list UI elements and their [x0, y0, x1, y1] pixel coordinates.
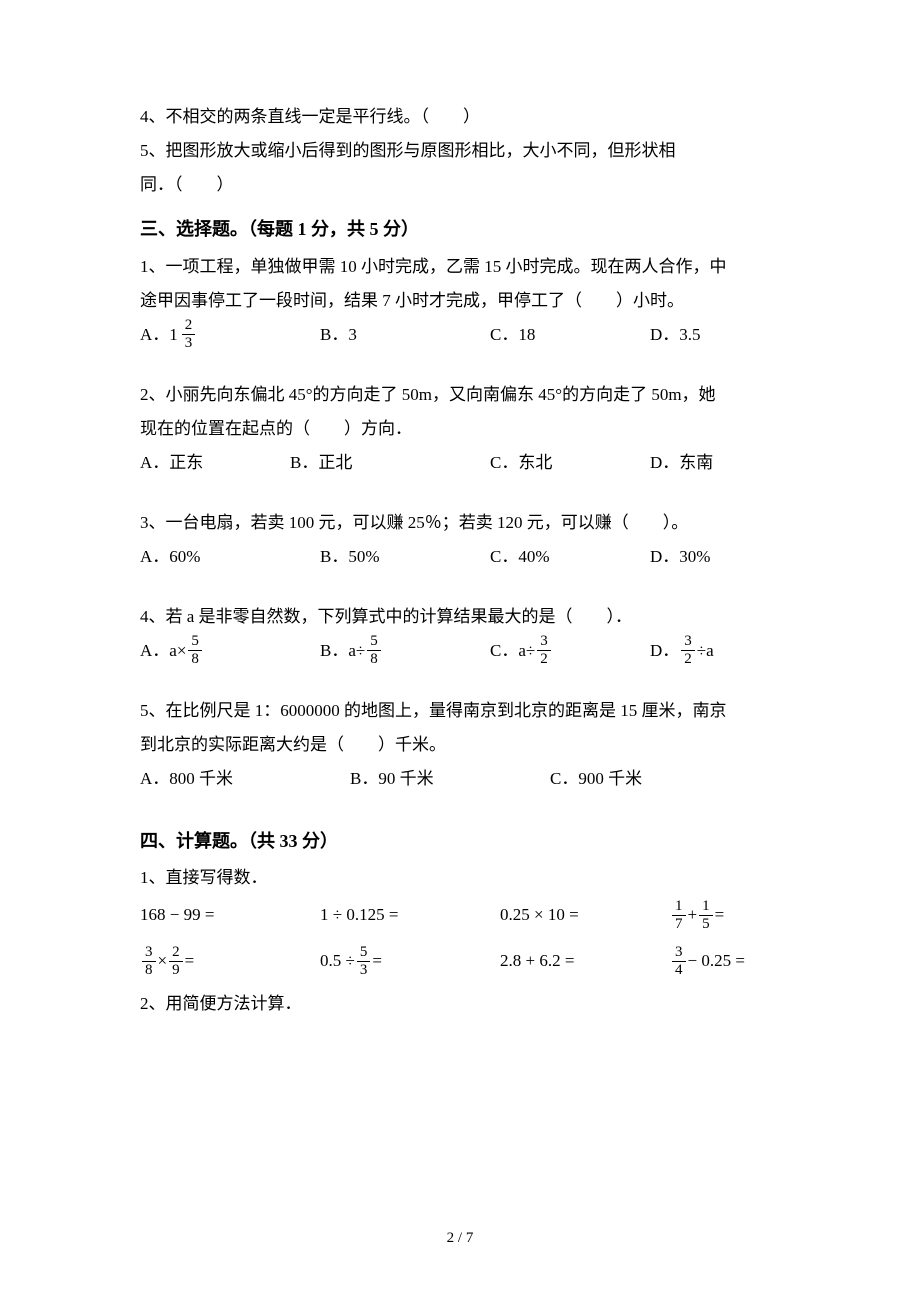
op-times: × [158, 941, 168, 982]
optD-suffix: ÷a [697, 634, 714, 668]
frac-den: 5 [699, 916, 713, 932]
s3-q1-options: A． 1 2 3 B．3 C．18 D．3.5 [140, 318, 780, 358]
frac-num: 3 [681, 634, 695, 651]
s3-q3-options: A．60% B．50% C．40% D．30% [140, 540, 780, 580]
s3-q4: 4、若 a 是非零自然数，下列算式中的计算结果最大的是（ ）． [140, 600, 780, 634]
frac-num: 3 [142, 945, 156, 962]
fraction: 3 2 [681, 634, 695, 667]
calc-1-2: 1 ÷ 0.125 = [320, 895, 398, 936]
fraction: 3 8 [142, 945, 156, 978]
s3-q1-optC: C．18 [490, 318, 535, 352]
calc-prefix: 0.5 ÷ [320, 941, 355, 982]
frac-den: 2 [681, 651, 695, 667]
s3-q4-optD: D． 3 2 ÷a [650, 634, 714, 668]
frac-num: 2 [182, 318, 196, 335]
mixed-whole: 1 [169, 318, 178, 352]
s3-q5-options: A．800 千米 B．90 千米 C．900 千米 [140, 762, 780, 802]
s3-q4-options: A．a× 5 8 B．a÷ 5 8 C．a÷ 3 2 D． 3 2 ÷a [140, 634, 780, 674]
calc-2-2: 0.5 ÷ 5 3 = [320, 941, 382, 982]
calc-1-3: 0.25 × 10 = [500, 895, 579, 936]
frac-den: 3 [357, 962, 371, 978]
calc-suffix: − 0.25 = [688, 941, 745, 982]
optA-prefix: A．a× [140, 634, 186, 668]
frac-den: 9 [169, 962, 183, 978]
optD-prefix: D． [650, 634, 679, 668]
calc-2-1: 3 8 × 2 9 = [140, 941, 194, 982]
frac-num: 5 [367, 634, 381, 651]
frac-num: 3 [672, 945, 686, 962]
frac-num: 5 [188, 634, 202, 651]
section4-title: 四、计算题。（共 33 分） [140, 822, 780, 862]
optA-prefix: A． [140, 318, 169, 352]
frac-den: 8 [188, 651, 202, 667]
s3-q4-optB: B．a÷ 5 8 [320, 634, 383, 668]
eq-sign: = [372, 941, 382, 982]
s3-q3: 3、一台电扇，若卖 100 元，可以赚 25％；若卖 120 元，可以赚（ ）。 [140, 506, 780, 540]
fraction: 3 4 [672, 945, 686, 978]
fraction: 5 3 [357, 945, 371, 978]
s3-q5-optB: B．90 千米 [350, 762, 434, 796]
s3-q2-optC: C．东北 [490, 446, 552, 480]
calc-2-4: 3 4 − 0.25 = [670, 941, 745, 982]
s4-q2: 2、用简便方法计算． [140, 987, 780, 1021]
op-plus: + [688, 895, 698, 936]
s3-q5-optA: A．800 千米 [140, 762, 233, 796]
s3-q1-line1: 1、一项工程，单独做甲需 10 小时完成，乙需 15 小时完成。现在两人合作，中 [140, 250, 780, 284]
frac-den: 2 [537, 651, 551, 667]
s3-q2-options: A．正东 B．正北 C．东北 D．东南 [140, 446, 780, 486]
s3-q1-optD: D．3.5 [650, 318, 701, 352]
mixed-fraction: 1 2 3 [169, 318, 197, 352]
frac-num: 1 [672, 899, 686, 916]
calc-1-1: 168 − 99 = [140, 895, 214, 936]
fraction: 2 9 [169, 945, 183, 978]
s3-q2-line1: 2、小丽先向东偏北 45°的方向走了 50m，又向南偏东 45°的方向走了 50… [140, 378, 780, 412]
eq-sign: = [185, 941, 195, 982]
fraction: 3 2 [537, 634, 551, 667]
eq-sign: = [715, 895, 725, 936]
s4-q1: 1、直接写得数． [140, 861, 780, 895]
s3-q4-optC: C．a÷ 3 2 [490, 634, 553, 668]
frac-den: 8 [367, 651, 381, 667]
calc-1-4: 1 7 + 1 5 = [670, 895, 724, 936]
s3-q2-optD: D．东南 [650, 446, 713, 480]
frac-num: 2 [169, 945, 183, 962]
s3-q1-optB: B．3 [320, 318, 357, 352]
calc-row-2: 3 8 × 2 9 = 0.5 ÷ 5 3 = 2.8 + 6.2 = 3 4 … [140, 941, 780, 987]
fraction: 5 8 [188, 634, 202, 667]
fraction: 5 8 [367, 634, 381, 667]
frac-den: 8 [142, 962, 156, 978]
s3-q3-optC: C．40% [490, 540, 550, 574]
fraction: 1 5 [699, 899, 713, 932]
s3-q5-optC: C．900 千米 [550, 762, 642, 796]
s3-q2-optB: B．正北 [290, 446, 352, 480]
tf-q5-line2: 同．（ ） [140, 168, 780, 202]
s3-q3-optB: B．50% [320, 540, 380, 574]
s3-q5-line2: 到北京的实际距离大约是（ ）千米。 [140, 728, 780, 762]
s3-q1-optA: A． 1 2 3 [140, 318, 197, 352]
optB-prefix: B．a÷ [320, 634, 365, 668]
page-number: 2 / 7 [0, 1230, 920, 1247]
section3-title: 三、选择题。（每题 1 分，共 5 分） [140, 210, 780, 250]
optC-prefix: C．a÷ [490, 634, 535, 668]
s3-q2-line2: 现在的位置在起点的（ ）方向． [140, 412, 780, 446]
s3-q4-optA: A．a× 5 8 [140, 634, 204, 668]
fraction: 1 7 [672, 899, 686, 932]
frac-den: 7 [672, 916, 686, 932]
s3-q2-optA: A．正东 [140, 446, 203, 480]
tf-q4: 4、不相交的两条直线一定是平行线。（ ） [140, 100, 780, 134]
s3-q3-optA: A．60% [140, 540, 200, 574]
frac-den: 3 [182, 335, 196, 351]
frac-num: 3 [537, 634, 551, 651]
calc-2-3: 2.8 + 6.2 = [500, 941, 574, 982]
frac-den: 4 [672, 962, 686, 978]
frac-num: 1 [699, 899, 713, 916]
s3-q1-line2: 途甲因事停工了一段时间，结果 7 小时才完成，甲停工了（ ）小时。 [140, 284, 780, 318]
s3-q3-optD: D．30% [650, 540, 710, 574]
s3-q5-line1: 5、在比例尺是 1：6000000 的地图上，量得南京到北京的距离是 15 厘米… [140, 694, 780, 728]
calc-row-1: 168 − 99 = 1 ÷ 0.125 = 0.25 × 10 = 1 7 +… [140, 895, 780, 941]
fraction: 2 3 [182, 318, 196, 351]
frac-num: 5 [357, 945, 371, 962]
tf-q5-line1: 5、把图形放大或缩小后得到的图形与原图形相比，大小不同，但形状相 [140, 134, 780, 168]
